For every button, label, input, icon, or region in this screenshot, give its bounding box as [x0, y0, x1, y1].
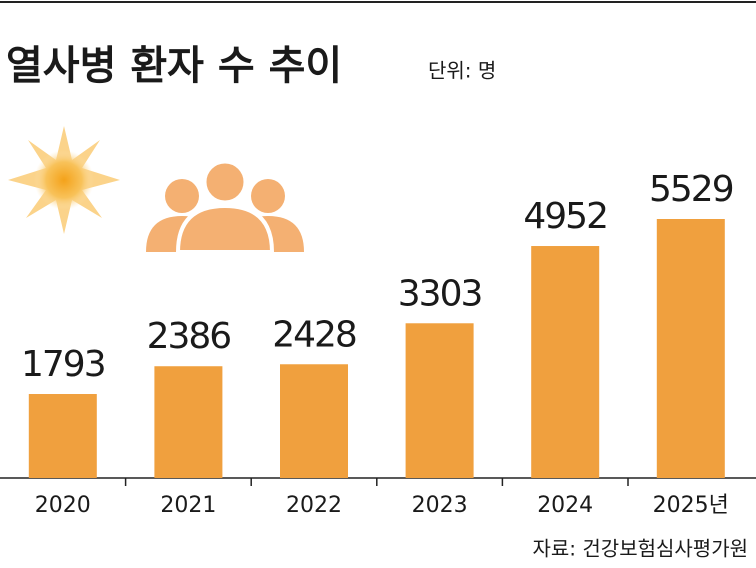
bar [280, 364, 348, 478]
value-label: 1793 [21, 344, 105, 385]
value-label: 2386 [147, 316, 231, 357]
bar [28, 394, 97, 478]
x-tick-label: 2021 [160, 493, 216, 518]
x-tick-label: 2022 [286, 493, 342, 518]
chart-title: 열사병 환자 수 추이 [6, 43, 342, 89]
bar [656, 219, 725, 478]
sun-icon [8, 126, 120, 234]
x-tick-label: 2024 [537, 493, 593, 518]
unit-label: 단위: 명 [428, 59, 496, 83]
people-icon [146, 160, 304, 254]
bar [154, 366, 223, 478]
value-label: 2428 [272, 314, 356, 355]
x-tick-label: 2025년 [653, 493, 729, 518]
bar [405, 323, 474, 478]
x-tick-label: 2023 [412, 493, 468, 518]
source: 자료: 건강보험심사평가원 [533, 537, 749, 561]
value-label: 5529 [649, 169, 733, 210]
bar [531, 246, 600, 478]
x-tick-label: 2020 [35, 493, 91, 518]
value-label: 4952 [523, 196, 607, 237]
value-label: 3303 [398, 273, 482, 314]
